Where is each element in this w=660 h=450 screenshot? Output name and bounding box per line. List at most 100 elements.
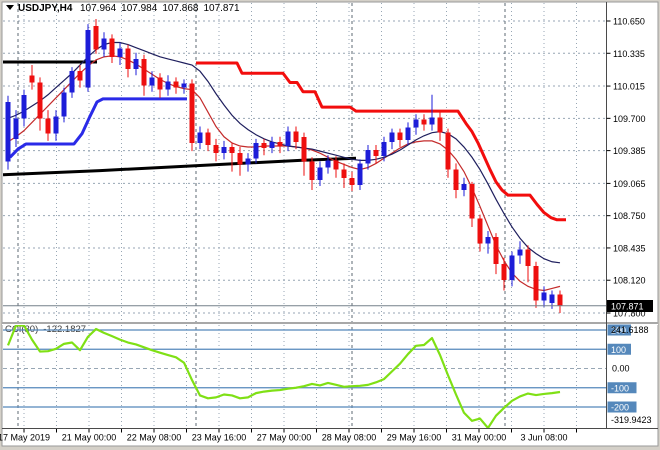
support-step-line-blue[interactable] xyxy=(8,97,187,159)
price-axis-label: 107.800 xyxy=(613,309,646,319)
candle[interactable] xyxy=(189,79,195,152)
candle[interactable] xyxy=(85,24,91,92)
candle[interactable] xyxy=(5,95,11,170)
candle[interactable] xyxy=(205,128,211,152)
candle[interactable] xyxy=(277,136,283,154)
candle[interactable] xyxy=(461,177,467,197)
candle[interactable] xyxy=(229,142,235,172)
candle[interactable] xyxy=(541,286,547,307)
candle[interactable] xyxy=(221,140,227,160)
candle[interactable] xyxy=(333,156,339,178)
symbol-title: USDJPY,H4 xyxy=(18,3,73,14)
candle-body-bear xyxy=(349,177,355,185)
candle[interactable] xyxy=(269,136,275,154)
candle[interactable] xyxy=(525,245,531,283)
main-price-pane[interactable] xyxy=(3,18,606,314)
candle-body-bear xyxy=(557,294,563,306)
pane-separator[interactable] xyxy=(2,322,658,324)
candle[interactable] xyxy=(117,42,123,66)
candle[interactable] xyxy=(381,136,387,162)
candle[interactable] xyxy=(405,122,411,145)
cci-level-badge: -100 xyxy=(607,382,637,394)
candle[interactable] xyxy=(317,161,323,186)
candle[interactable] xyxy=(357,159,363,191)
candle[interactable] xyxy=(141,54,147,96)
candle[interactable] xyxy=(197,126,203,150)
candle[interactable] xyxy=(21,89,27,127)
candle[interactable] xyxy=(397,128,403,148)
candle[interactable] xyxy=(237,147,243,176)
cci-level-badge: 200 xyxy=(607,324,631,336)
candle[interactable] xyxy=(261,138,267,156)
candle[interactable] xyxy=(373,144,379,164)
candle-body-bear xyxy=(525,249,531,266)
candle[interactable] xyxy=(69,67,75,98)
candle[interactable] xyxy=(181,79,187,94)
candle-body-bear xyxy=(341,169,347,178)
price-axis-label: 109.700 xyxy=(613,114,646,124)
candle[interactable] xyxy=(285,126,291,152)
cci-level-badge-text: 100 xyxy=(611,345,626,355)
candle[interactable] xyxy=(29,65,35,90)
candle[interactable] xyxy=(445,128,451,178)
price-axis[interactable]: 110.650 110.335 110.015 109.700 109.385 109.0… xyxy=(606,17,646,413)
ohlc-readout: 107.964 107.984 107.868 107.871 xyxy=(80,3,240,14)
candle[interactable] xyxy=(53,110,59,141)
time-axis[interactable]: 17 May 2019 21 May 00:00 22 May 08:00 23 Ma… xyxy=(0,429,577,443)
cci-indicator-line[interactable] xyxy=(6,325,561,429)
candle[interactable] xyxy=(301,132,307,176)
candle[interactable] xyxy=(429,94,435,131)
candle[interactable] xyxy=(77,65,83,88)
symbol-dropdown-icon[interactable] xyxy=(6,5,14,10)
ma-fast-red-line[interactable] xyxy=(7,55,561,292)
trendline-black-lower[interactable] xyxy=(3,156,357,177)
candle[interactable] xyxy=(325,155,331,174)
candle-body-bear xyxy=(229,147,235,154)
candle[interactable] xyxy=(13,110,19,148)
candle[interactable] xyxy=(293,126,299,150)
candle[interactable] xyxy=(509,251,515,287)
candle[interactable] xyxy=(125,44,131,78)
candle[interactable] xyxy=(437,112,443,141)
candle[interactable] xyxy=(517,241,523,264)
indicator-pane[interactable] xyxy=(3,325,606,429)
candle[interactable] xyxy=(45,110,51,141)
candle[interactable] xyxy=(501,257,507,291)
ma-slow-navy-line[interactable] xyxy=(7,41,561,264)
candle[interactable] xyxy=(453,163,459,199)
candle[interactable] xyxy=(413,114,419,135)
candle[interactable] xyxy=(157,73,163,98)
candle[interactable] xyxy=(133,52,139,76)
candle[interactable] xyxy=(149,71,155,92)
candle[interactable] xyxy=(533,261,539,308)
candle[interactable] xyxy=(365,144,371,170)
resistance-step-line-red[interactable] xyxy=(196,61,566,222)
candle-body-bull xyxy=(285,131,291,147)
candle-body-bull xyxy=(517,249,523,256)
candle[interactable] xyxy=(213,138,219,162)
candle[interactable] xyxy=(557,290,563,314)
candle-body-bull xyxy=(429,117,435,125)
candle[interactable] xyxy=(93,18,99,54)
current-price-badge-text: 107.871 xyxy=(611,302,644,312)
candle[interactable] xyxy=(37,77,43,131)
candle[interactable] xyxy=(493,233,499,275)
candle[interactable] xyxy=(245,153,251,172)
candle[interactable] xyxy=(469,181,475,227)
candle[interactable] xyxy=(165,75,171,96)
candle[interactable] xyxy=(253,138,259,164)
candle[interactable] xyxy=(477,214,483,252)
candle[interactable] xyxy=(421,114,427,131)
candle[interactable] xyxy=(109,34,115,64)
time-axis-label: 23 May 16:00 xyxy=(192,433,247,443)
candle[interactable] xyxy=(309,157,315,191)
candle[interactable] xyxy=(341,163,347,189)
candle[interactable] xyxy=(61,87,67,123)
candle-body-bull xyxy=(53,116,59,134)
candle[interactable] xyxy=(485,231,491,254)
candle[interactable] xyxy=(349,171,355,192)
candle[interactable] xyxy=(389,128,395,150)
candle[interactable] xyxy=(101,32,107,57)
candle[interactable] xyxy=(173,77,179,94)
